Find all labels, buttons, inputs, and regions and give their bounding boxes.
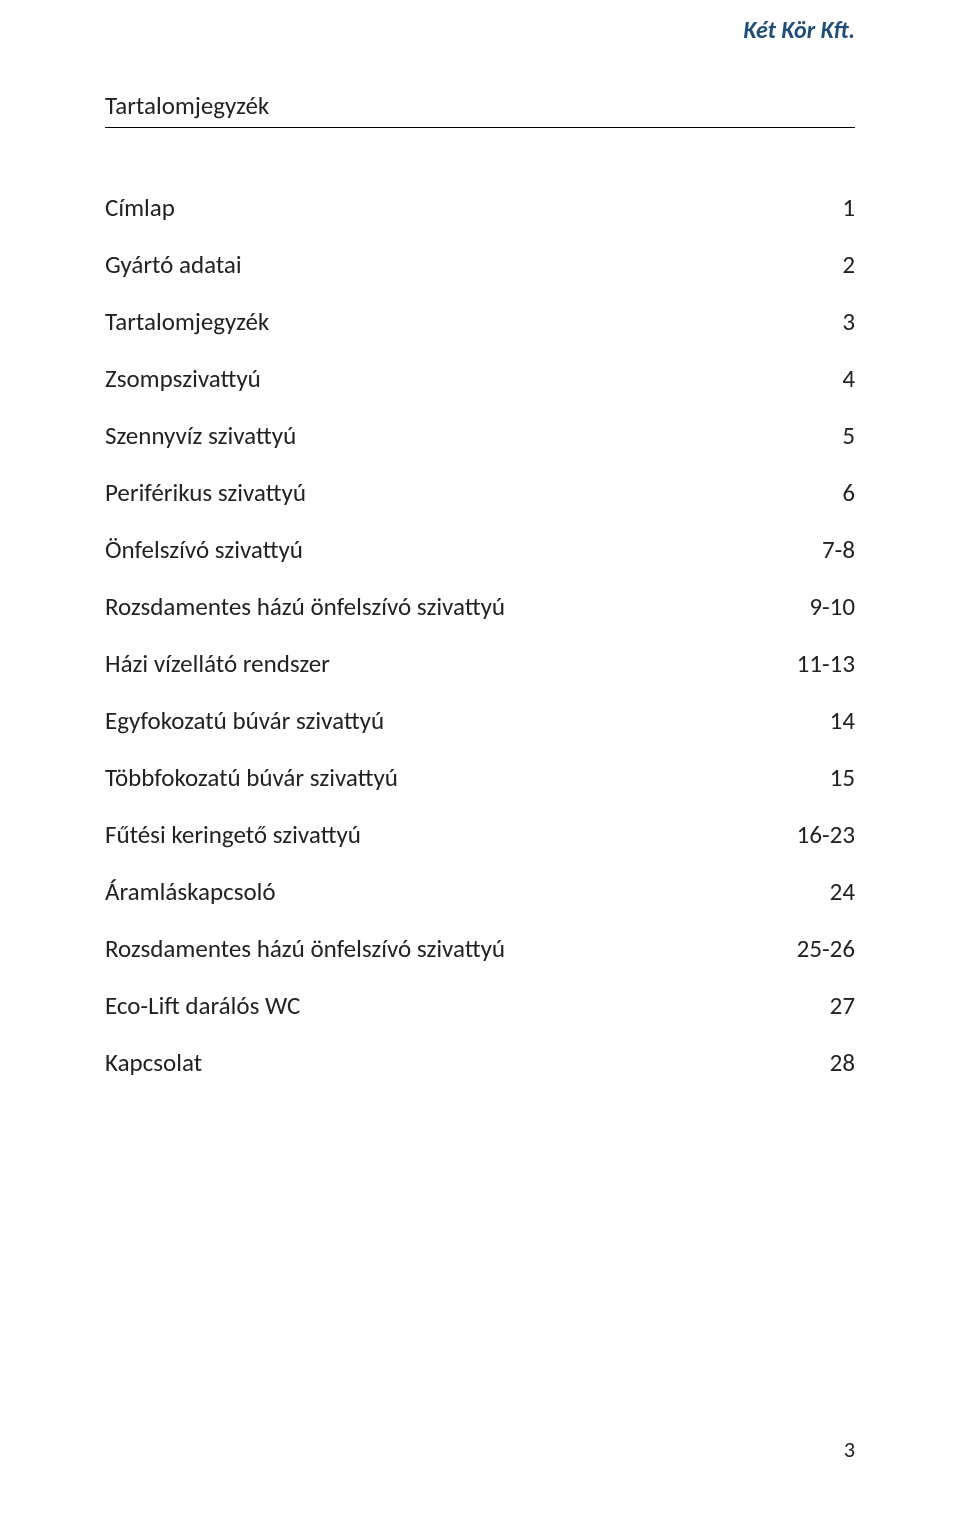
brand-name: Két Kör Kft. [743, 16, 855, 45]
toc-label: Rozsdamentes házú önfelszívó szivattyú [105, 933, 777, 964]
toc-row: Házi vízellátó rendszer 11-13 [105, 648, 855, 679]
toc-page: 6 [842, 477, 855, 508]
toc-label: Áramláskapcsoló [105, 876, 810, 907]
toc-row: Fűtési keringető szivattyú 16-23 [105, 819, 855, 850]
section-title: Tartalomjegyzék [105, 90, 855, 128]
toc-label: Kapcsolat [105, 1047, 810, 1078]
toc-label: Eco-Lift darálós WC [105, 990, 810, 1021]
toc-row: Eco-Lift darálós WC 27 [105, 990, 855, 1021]
toc-row: Egyfokozatú búvár szivattyú 14 [105, 705, 855, 736]
toc-page: 16-23 [797, 819, 855, 850]
toc-label: Önfelszívó szivattyú [105, 534, 802, 565]
toc-page: 27 [830, 990, 855, 1021]
content-area: Tartalomjegyzék Címlap 1 Gyártó adatai 2… [105, 90, 855, 1104]
toc-row: Rozsdamentes házú önfelszívó szivattyú 9… [105, 591, 855, 622]
toc-label: Zsompszivattyú [105, 363, 822, 394]
toc-row: Rozsdamentes házú önfelszívó szivattyú 2… [105, 933, 855, 964]
toc-row: Önfelszívó szivattyú 7-8 [105, 534, 855, 565]
toc-page: 2 [842, 249, 855, 280]
toc-page: 25-26 [797, 933, 855, 964]
toc-page: 4 [842, 363, 855, 394]
toc-row: Többfokozatú búvár szivattyú 15 [105, 762, 855, 793]
toc-page: 14 [830, 705, 855, 736]
toc-row: Gyártó adatai 2 [105, 249, 855, 280]
toc-page: 3 [842, 306, 855, 337]
toc-label: Egyfokozatú búvár szivattyú [105, 705, 810, 736]
page-number: 3 [844, 1436, 855, 1463]
toc-label: Fűtési keringető szivattyú [105, 819, 777, 850]
toc-row: Periférikus szivattyú 6 [105, 477, 855, 508]
toc-page: 9-10 [809, 591, 855, 622]
toc-row: Kapcsolat 28 [105, 1047, 855, 1078]
toc-label: Többfokozatú búvár szivattyú [105, 762, 810, 793]
toc-row: Zsompszivattyú 4 [105, 363, 855, 394]
toc-page: 28 [830, 1047, 855, 1078]
toc-row: Szennyvíz szivattyú 5 [105, 420, 855, 451]
toc-row: Áramláskapcsoló 24 [105, 876, 855, 907]
toc-page: 1 [842, 192, 855, 223]
toc-label: Címlap [105, 192, 822, 223]
toc-label: Rozsdamentes házú önfelszívó szivattyú [105, 591, 789, 622]
toc-label: Házi vízellátó rendszer [105, 648, 777, 679]
toc-page: 24 [830, 876, 855, 907]
toc-label: Gyártó adatai [105, 249, 822, 280]
toc-label: Periférikus szivattyú [105, 477, 822, 508]
toc-page: 15 [830, 762, 855, 793]
toc-row: Címlap 1 [105, 192, 855, 223]
toc-label: Tartalomjegyzék [105, 306, 822, 337]
toc-page: 5 [842, 420, 855, 451]
toc-label: Szennyvíz szivattyú [105, 420, 822, 451]
toc-page: 7-8 [822, 534, 855, 565]
toc-row: Tartalomjegyzék 3 [105, 306, 855, 337]
toc-page: 11-13 [797, 648, 855, 679]
